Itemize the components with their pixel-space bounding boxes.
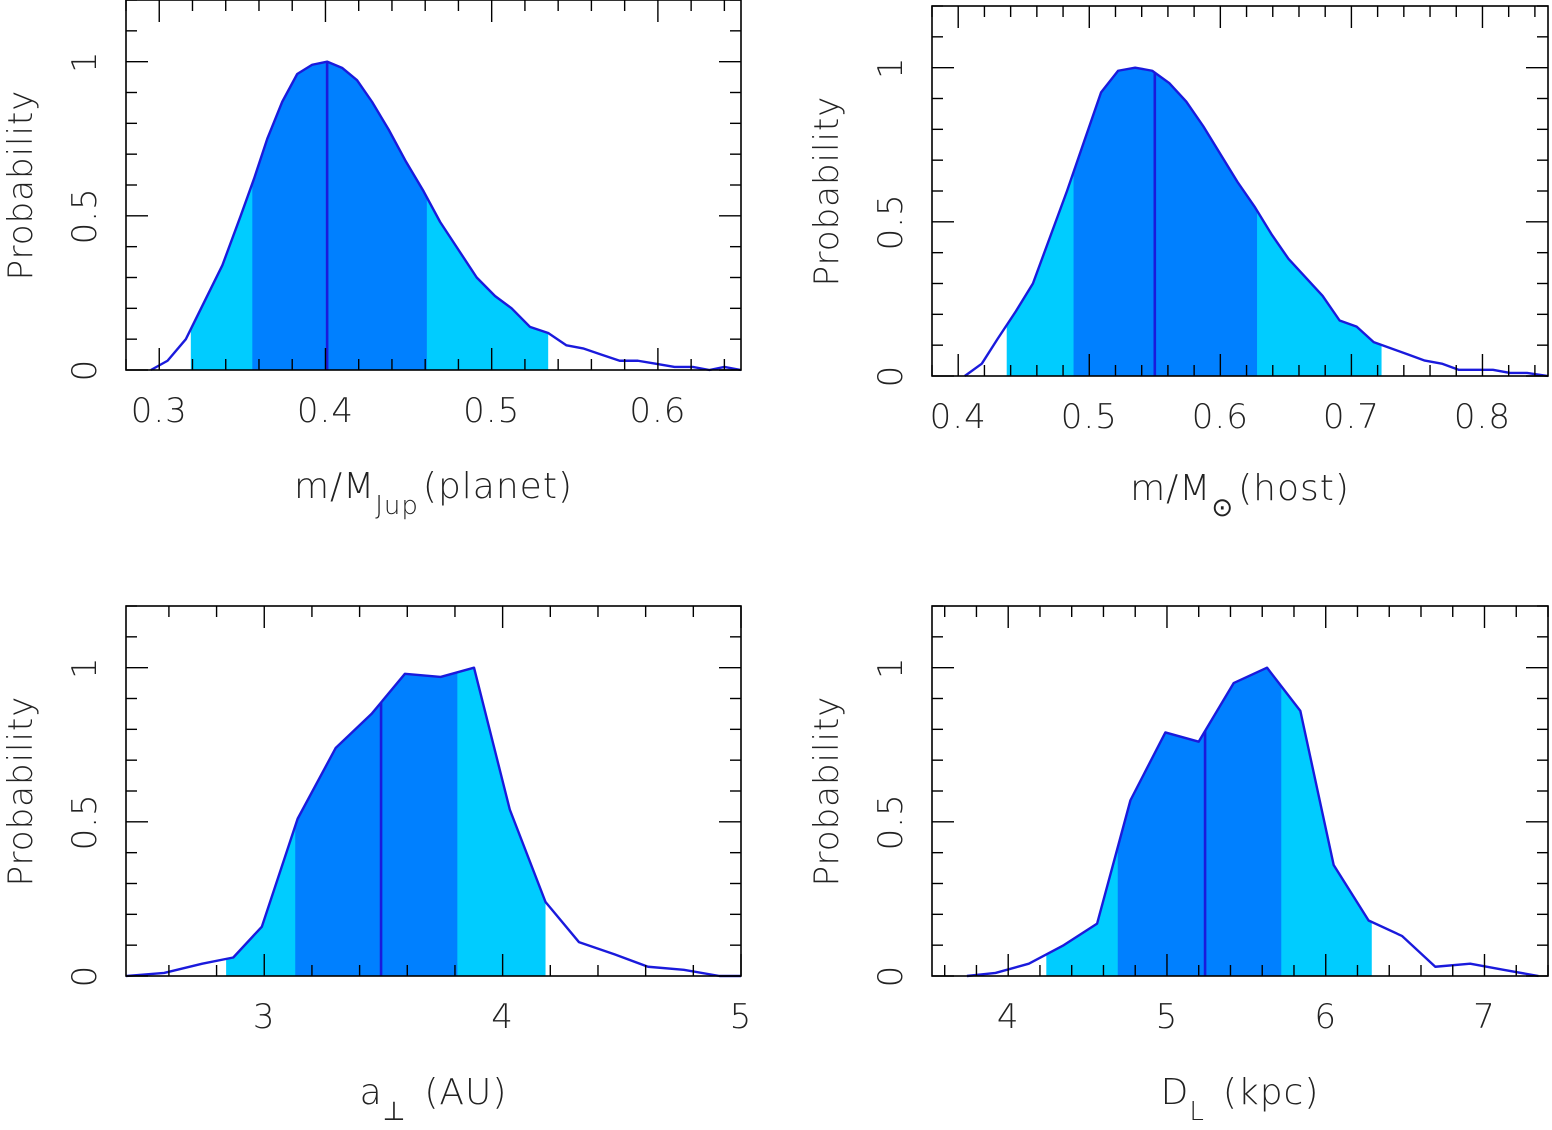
x-tick-label: 7 xyxy=(1473,997,1496,1037)
y-tick-label: 1 xyxy=(65,50,105,73)
y-tick-label: 0 xyxy=(871,365,911,388)
x-axis-label-main: m/M xyxy=(294,466,375,507)
panel-distance: 4 5 6 7 0 0.5 1 Probability DL (kpc) xyxy=(807,605,1549,1127)
x-axis-label-main: D xyxy=(1161,1072,1190,1113)
x-axis-label: m/MJup (planet) xyxy=(294,466,573,521)
y-tick-label: 1 xyxy=(871,656,911,679)
x-axis-label-subscript: ⊙ xyxy=(1211,493,1234,523)
x-axis-label-suffix: (AU) xyxy=(424,1072,507,1113)
x-axis-label-suffix: (kpc) xyxy=(1223,1072,1320,1113)
x-axis-label-subscript: Jup xyxy=(375,491,419,521)
y-tick-label: 0 xyxy=(871,965,911,988)
x-tick-label: 4 xyxy=(491,997,514,1037)
x-tick-label: 0.5 xyxy=(1061,397,1118,437)
x-tick-label: 0.5 xyxy=(463,391,520,431)
y-axis-label: Probability xyxy=(1,696,41,887)
x-axis-label: DL (kpc) xyxy=(1161,1072,1320,1127)
y-tick-label: 0 xyxy=(65,965,105,988)
one-sigma-region xyxy=(1117,667,1282,976)
x-tick-label: 3 xyxy=(253,997,276,1037)
y-axis-label: Probability xyxy=(807,696,847,887)
y-tick-label: 0.5 xyxy=(65,187,105,244)
x-tick-label: 0.3 xyxy=(131,391,188,431)
y-tick-label: 1 xyxy=(65,656,105,679)
x-axis-label: a⊥ (AU) xyxy=(360,1072,508,1127)
panel-separation: 3 4 5 0 0.5 1 Probability a⊥ (AU) xyxy=(1,605,753,1127)
x-axis-label-main: a xyxy=(360,1072,383,1113)
x-tick-label: 0.8 xyxy=(1454,397,1511,437)
x-axis-label-suffix: (host) xyxy=(1238,468,1350,509)
x-tick-label: 0.7 xyxy=(1323,397,1380,437)
panel-planet-mass: 0.3 0.4 0.5 0.6 0 0.5 1 Probability m/MJup (plane… xyxy=(1,0,742,521)
x-tick-label: 0.6 xyxy=(629,391,686,431)
one-sigma-region xyxy=(1073,67,1258,377)
x-axis-label: m/M⊙ (host) xyxy=(1130,468,1350,523)
panel-host-mass: 0.4 0.5 0.6 0.7 0.8 0 0.5 1 Probability m/M⊙ (host… xyxy=(807,5,1549,523)
x-axis-label-suffix: (planet) xyxy=(423,466,573,507)
x-axis-label-main: m/M xyxy=(1130,468,1211,509)
probability-curve xyxy=(125,666,741,978)
y-tick-label: 0.5 xyxy=(871,193,911,250)
probability-curve xyxy=(150,60,742,372)
y-tick-label: 0.5 xyxy=(65,793,105,850)
x-axis-label-subscript: L xyxy=(1189,1097,1205,1127)
x-tick-label: 0.4 xyxy=(297,391,354,431)
y-tick-label: 0 xyxy=(65,359,105,382)
one-sigma-region xyxy=(252,61,427,371)
x-tick-label: 4 xyxy=(997,997,1020,1037)
y-axis-label: Probability xyxy=(807,96,847,287)
x-tick-label: 0.4 xyxy=(930,397,987,437)
y-tick-label: 1 xyxy=(871,56,911,79)
y-tick-label: 0.5 xyxy=(871,793,911,850)
probability-curve xyxy=(964,66,1549,378)
x-tick-label: 5 xyxy=(1156,997,1179,1037)
x-tick-label: 5 xyxy=(730,997,753,1037)
one-sigma-region xyxy=(295,672,458,976)
probability-curve xyxy=(966,666,1539,978)
y-axis-label: Probability xyxy=(1,90,41,281)
x-tick-label: 0.6 xyxy=(1192,397,1249,437)
x-tick-label: 6 xyxy=(1314,997,1337,1037)
x-axis-label-subscript: ⊥ xyxy=(383,1097,407,1127)
